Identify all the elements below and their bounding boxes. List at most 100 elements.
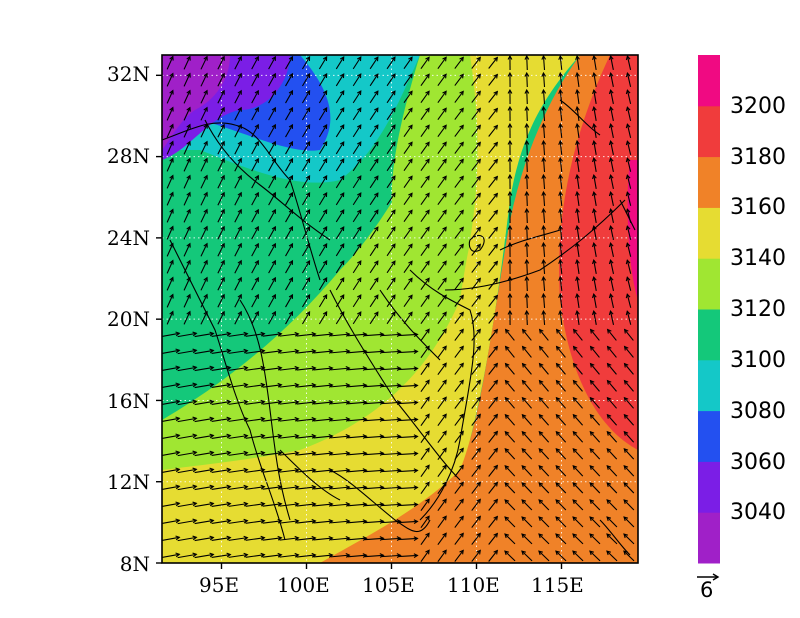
wind-vector — [593, 90, 597, 104]
wind-vector — [555, 448, 567, 460]
wind-vector-head — [203, 208, 208, 214]
wind-vector-head — [271, 174, 276, 180]
wind-vector — [364, 435, 384, 439]
wind-vector — [183, 158, 191, 172]
wind-vector — [398, 418, 418, 422]
wind-vector-head — [220, 225, 225, 231]
wind-vector — [369, 90, 379, 104]
wind-vector-head — [493, 56, 499, 62]
wind-vector-head — [493, 141, 499, 147]
wind-vector-head — [362, 553, 368, 558]
wind-vector — [268, 226, 276, 240]
colorbar-swatch — [698, 207, 720, 259]
wind-vector-head — [413, 536, 419, 542]
wind-vector — [251, 277, 259, 291]
wind-vector — [593, 192, 597, 206]
wind-vector-head — [328, 501, 334, 507]
wind-vector — [437, 278, 447, 290]
wind-vectors — [162, 55, 635, 563]
wind-vector-head — [558, 309, 563, 315]
wind-vector-head — [589, 499, 595, 504]
wind-vector-head — [254, 55, 259, 61]
wind-vector-head — [521, 533, 527, 539]
wind-vector — [488, 550, 498, 562]
wind-vector — [420, 260, 430, 274]
wind-vector-head — [254, 293, 259, 299]
wind-vector-head — [555, 396, 561, 402]
wind-vector-head — [277, 433, 283, 439]
wind-vector-head — [237, 293, 242, 299]
wind-vector-head — [575, 105, 580, 112]
wind-vector-head — [203, 310, 208, 316]
wind-vector-head — [328, 467, 334, 473]
wind-vector — [183, 243, 191, 257]
wind-vector-head — [425, 413, 430, 419]
wind-vector-head — [243, 348, 249, 354]
wind-vector-head — [305, 276, 311, 282]
wind-vector — [369, 226, 379, 240]
wind-vector — [245, 367, 265, 371]
wind-vector-head — [237, 106, 242, 112]
wind-vector-head — [220, 310, 225, 316]
wind-vector-head — [357, 311, 362, 317]
wind-vector — [301, 73, 311, 87]
wind-vector-head — [625, 225, 631, 231]
wind-vector — [279, 333, 299, 337]
wind-vector — [194, 332, 214, 338]
wind-vector-head — [186, 106, 191, 112]
wind-vector-head — [606, 413, 612, 419]
ytick-8n: 8N — [119, 552, 150, 576]
wind-vector — [245, 537, 265, 541]
wind-vector-head — [203, 72, 208, 78]
wind-vector-head — [357, 226, 362, 232]
wind-vector — [556, 346, 566, 358]
wind-vector — [279, 554, 299, 558]
wind-vector — [211, 536, 231, 542]
wind-vector — [285, 107, 293, 121]
wind-vector-head — [203, 123, 208, 129]
wind-vector — [590, 363, 600, 375]
wind-vector-head — [237, 242, 242, 248]
wind-vector-head — [413, 400, 419, 406]
wind-vector-head — [442, 192, 447, 198]
wind-vector-head — [425, 141, 430, 147]
wind-vector — [211, 400, 231, 406]
ytick-28n: 28N — [107, 144, 150, 168]
wind-vector — [279, 350, 299, 354]
wind-vector-head — [608, 208, 614, 214]
wind-vector-head — [169, 225, 174, 231]
wind-vector-head — [271, 123, 276, 129]
wind-vector-head — [175, 433, 181, 439]
wind-vector-head — [507, 88, 513, 94]
wind-vector-head — [507, 241, 513, 247]
wind-vector-head — [203, 242, 208, 248]
wind-vector-head — [271, 89, 276, 95]
wind-vector — [437, 244, 447, 256]
wind-vector-head — [442, 175, 447, 181]
wind-vector — [347, 486, 367, 490]
wind-vector-head — [572, 550, 577, 556]
wind-vector — [177, 519, 197, 525]
wind-vector-head — [277, 348, 283, 354]
wind-vector — [200, 158, 208, 172]
wind-vector-head — [288, 208, 294, 214]
wind-vector — [398, 435, 418, 439]
wind-vector-head — [572, 345, 578, 351]
wind-vector — [262, 486, 282, 490]
wind-vector — [318, 73, 328, 87]
wind-vector — [623, 499, 635, 511]
colorbar-label-3200: 3200 — [730, 94, 786, 119]
wind-vector — [386, 124, 396, 138]
wind-vector — [166, 311, 174, 325]
wind-vector-head — [625, 157, 631, 163]
wind-vector-head — [504, 499, 510, 504]
wind-vector-head — [591, 241, 597, 248]
wind-vector — [606, 431, 618, 443]
wind-vector-head — [288, 157, 294, 163]
wind-vector-head — [357, 277, 362, 283]
wind-vector-head — [209, 484, 215, 490]
wind-vector — [471, 57, 481, 69]
wind-vector-head — [476, 192, 481, 198]
wind-vector — [234, 158, 242, 172]
wind-vector — [200, 107, 208, 121]
